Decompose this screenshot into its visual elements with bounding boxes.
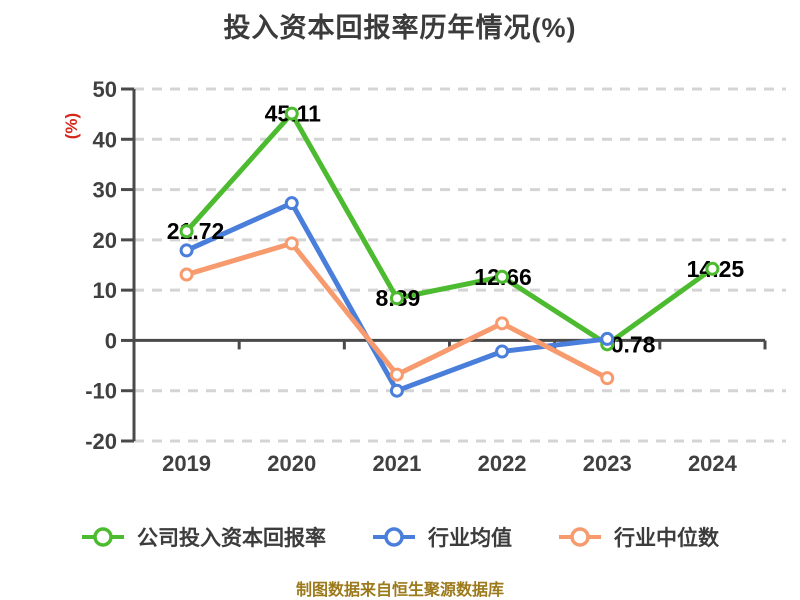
legend-dot-company	[93, 527, 113, 547]
data-label: 21.72	[167, 218, 225, 244]
y-tick-label: 50	[93, 77, 117, 102]
legend-dot-industry-mean	[384, 527, 404, 547]
data-point	[495, 316, 510, 331]
x-tick-label: 2020	[267, 451, 316, 476]
data-point	[495, 344, 510, 359]
data-point	[179, 267, 194, 282]
x-tick-label: 2019	[162, 451, 211, 476]
y-tick-label: 40	[93, 127, 117, 152]
y-tick-label: -10	[85, 379, 117, 404]
data-point	[600, 371, 615, 386]
x-tick-label: 2024	[688, 451, 738, 476]
x-tick-label: 2021	[372, 451, 421, 476]
data-point	[284, 106, 299, 121]
legend-label-industry-median: 行业中位数	[614, 527, 719, 550]
chart-title: 投入资本回报率历年情况(%)	[223, 13, 577, 43]
data-point	[389, 367, 404, 382]
legend-item-company: 公司投入资本回报率	[81, 522, 326, 552]
y-tick-label: -20	[85, 429, 117, 454]
legend-label-industry-mean: 行业均值	[428, 527, 512, 550]
y-tick-label: 10	[93, 278, 117, 303]
y-tick-label: 30	[93, 178, 117, 203]
legend-item-industry-median: 行业中位数	[558, 522, 719, 552]
y-tick-label: 0	[105, 328, 117, 353]
data-point	[284, 236, 299, 251]
legend-dot-industry-median	[570, 527, 590, 547]
data-point	[705, 261, 720, 276]
legend-item-industry-mean: 行业均值	[372, 522, 512, 552]
data-point	[179, 243, 194, 258]
data-point	[600, 331, 615, 346]
x-tick-label: 2022	[478, 451, 527, 476]
legend-label-company: 公司投入资本回报率	[137, 527, 326, 550]
data-point	[179, 224, 194, 239]
legend-marker-industry-median-icon	[559, 527, 601, 547]
data-point	[284, 196, 299, 211]
x-tick-label: 2023	[583, 451, 632, 476]
data-source-note: 制图数据来自恒生聚源数据库	[295, 582, 504, 599]
series-line-0	[184, 111, 715, 347]
data-point	[389, 291, 404, 306]
y-tick-label: 20	[93, 228, 117, 253]
legend: 公司投入资本回报率 行业均值 行业中位数	[0, 518, 800, 556]
data-point	[495, 269, 510, 284]
legend-marker-industry-mean-icon	[373, 527, 415, 547]
legend-marker-company-icon	[82, 527, 124, 547]
data-point	[389, 383, 404, 398]
